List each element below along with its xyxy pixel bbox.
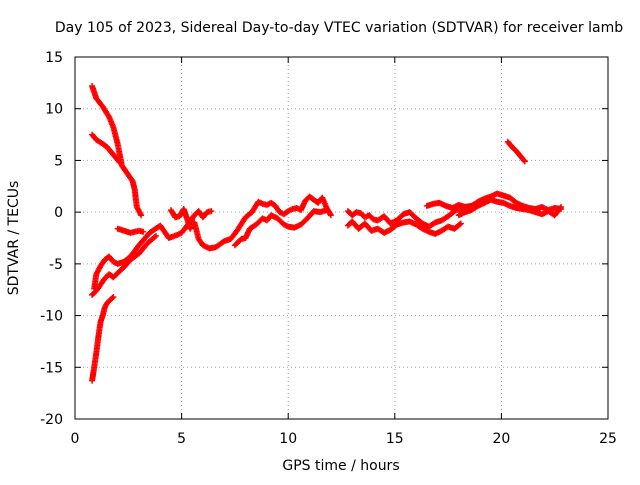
series-pass-l (455, 196, 565, 219)
plot-frame (74, 56, 609, 420)
data-point (115, 158, 122, 165)
chart-title: Day 105 of 2023, Sidereal Day-to-day VTE… (55, 20, 623, 36)
x-tick-label: 0 (71, 431, 80, 447)
data-point (327, 212, 334, 219)
data-point (520, 157, 527, 164)
series-pass-m (504, 138, 528, 165)
series-pass-h (231, 207, 330, 249)
x-tick-label: 15 (386, 431, 404, 447)
data-point (457, 220, 464, 227)
y-tick-label: -20 (40, 412, 63, 428)
data-point (557, 205, 564, 212)
data-point (110, 293, 117, 300)
series-pass-j (344, 218, 464, 237)
data-point (208, 208, 215, 215)
data-point (153, 232, 160, 239)
x-tick-labels: 0 5 10 15 20 25 (71, 431, 617, 447)
y-tick-label: -10 (40, 309, 63, 325)
data-point (521, 158, 528, 165)
data-point (140, 228, 147, 235)
series-pass-f (114, 225, 147, 236)
y-tick-label: -5 (49, 257, 63, 273)
series-pass-c (89, 293, 117, 384)
series-pass-g (167, 193, 334, 252)
y-tick-label: -15 (40, 360, 63, 376)
data-point (456, 221, 463, 228)
data-point (116, 159, 123, 166)
data-point (327, 211, 334, 218)
data-point (323, 207, 330, 214)
data-point (151, 233, 158, 240)
x-axis-label: GPS time / hours (282, 458, 399, 474)
series-pass-e (91, 208, 215, 292)
data-point (138, 212, 145, 219)
y-axis-label: SDTVAR / TECUs (6, 181, 22, 296)
data-points (89, 82, 565, 384)
grid-lines (75, 57, 608, 419)
y-tick-label: 15 (45, 50, 63, 66)
series-pass-a (89, 82, 145, 219)
x-tick-label: 5 (177, 431, 186, 447)
series-pass-b (89, 131, 123, 166)
y-tick-labels: -20 -15 -10 -5 0 5 10 15 (40, 50, 63, 428)
data-point (558, 203, 565, 210)
y-tick-label: 0 (54, 205, 63, 221)
y-tick-label: 10 (45, 102, 63, 118)
y-tick-label: 5 (54, 153, 63, 169)
x-tick-label: 25 (599, 431, 617, 447)
x-tick-label: 10 (279, 431, 297, 447)
x-tick-label: 20 (492, 431, 510, 447)
data-point (109, 294, 116, 301)
